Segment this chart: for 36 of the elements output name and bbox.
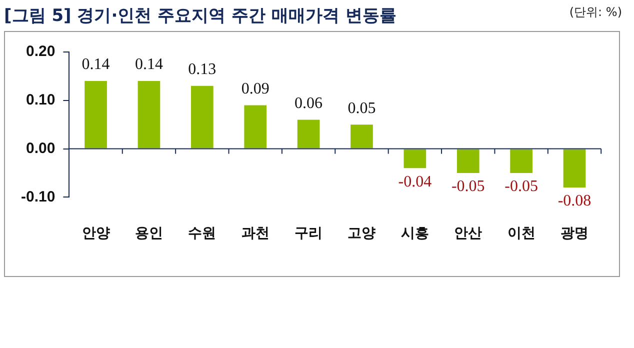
y-tick-label: 0.20 bbox=[26, 43, 56, 60]
text: (단위: %) bbox=[569, 4, 622, 21]
bar bbox=[563, 149, 586, 188]
x-tick-label: 과천 bbox=[241, 224, 270, 240]
x-tick-label: 용인 bbox=[134, 224, 163, 240]
bar bbox=[297, 120, 320, 148]
bar bbox=[404, 149, 426, 168]
x-tick-label: 이천 bbox=[507, 224, 536, 240]
bar bbox=[510, 149, 532, 173]
data-label: 0.14 bbox=[82, 56, 110, 74]
bar bbox=[84, 81, 107, 148]
x-tick-label: 구리 bbox=[294, 224, 323, 240]
y-tick-label: 0.00 bbox=[26, 140, 56, 157]
data-label: -0.05 bbox=[451, 178, 485, 196]
x-tick-label: 안양 bbox=[82, 224, 110, 240]
data-label: -0.05 bbox=[504, 178, 538, 196]
data-label: 0.09 bbox=[241, 80, 270, 98]
data-label: 0.14 bbox=[134, 56, 163, 74]
bar bbox=[350, 124, 373, 148]
bar bbox=[190, 86, 214, 148]
data-label: -0.04 bbox=[398, 173, 432, 190]
x-tick-label: 안산 bbox=[454, 224, 482, 240]
y-tick-label: 0.10 bbox=[26, 92, 56, 109]
x-tick-label: 시흥 bbox=[400, 224, 429, 240]
bar bbox=[456, 149, 480, 173]
y-tick-label: -0.10 bbox=[20, 188, 56, 206]
x-tick-label: 수원 bbox=[188, 224, 216, 240]
data-label: -0.08 bbox=[558, 192, 592, 210]
data-label: 0.05 bbox=[348, 100, 376, 117]
x-tick-label: 광명 bbox=[560, 224, 588, 240]
chart-title: [그림 5] 경기·인천 주요지역 주간 매매가격 변동률 bbox=[4, 5, 396, 27]
data-label: 0.13 bbox=[188, 61, 216, 78]
bar bbox=[244, 105, 267, 148]
data-label: 0.06 bbox=[294, 94, 323, 112]
x-tick-label: 고양 bbox=[348, 224, 376, 240]
bar bbox=[138, 81, 160, 148]
